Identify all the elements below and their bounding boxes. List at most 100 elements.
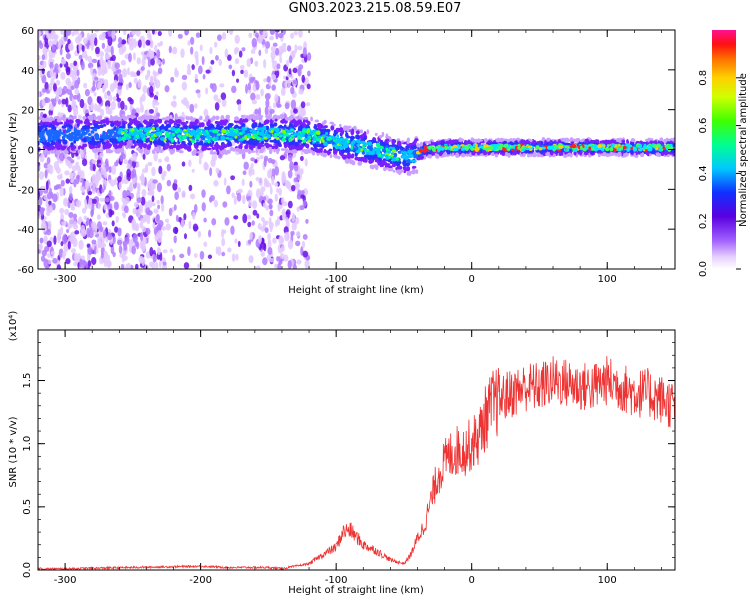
spectrogram-cell bbox=[301, 139, 307, 143]
spectrogram-cell bbox=[67, 240, 71, 250]
spectrogram-cell bbox=[172, 46, 178, 55]
spectrogram-cell bbox=[117, 239, 123, 246]
spectrogram-cell bbox=[44, 96, 49, 104]
spectrogram-cell bbox=[263, 59, 267, 69]
spectrogram-cell bbox=[291, 222, 297, 231]
spectrogram-cell bbox=[385, 133, 389, 139]
spectrogram-cell bbox=[123, 179, 129, 185]
spectrogram-cell bbox=[64, 208, 70, 216]
spectrogram-cell bbox=[112, 251, 116, 258]
spectrogram-cell bbox=[269, 204, 273, 210]
spectrogram-cell bbox=[41, 74, 47, 84]
spectrogram-cell bbox=[270, 159, 276, 165]
spectrogram-cell bbox=[166, 142, 170, 147]
spectrogram-cell bbox=[187, 64, 191, 70]
spectrogram-cell bbox=[201, 202, 206, 212]
spectrogram-cell bbox=[261, 123, 264, 127]
spectrogram-cell bbox=[216, 144, 220, 148]
spectrogram-cell bbox=[369, 164, 373, 169]
spectrogram-cell bbox=[346, 139, 350, 144]
spectrogram-cell bbox=[99, 152, 104, 158]
spectrogram-cell bbox=[605, 140, 609, 144]
spectrogram-cell bbox=[285, 76, 289, 81]
spectrogram-cell bbox=[49, 205, 53, 214]
spectrogram-cell bbox=[114, 62, 120, 70]
spectrogram-cell bbox=[70, 85, 75, 91]
spectrogram-cell bbox=[563, 138, 567, 142]
spectrogram-cell bbox=[106, 90, 111, 96]
spectrogram-cell bbox=[608, 153, 612, 157]
spectrogram-cell bbox=[580, 139, 584, 142]
spectrogram-cell bbox=[272, 42, 278, 47]
spectrogram-cell bbox=[273, 122, 278, 127]
spectrogram-cell bbox=[60, 58, 67, 65]
spectrogram-cell bbox=[194, 103, 198, 109]
spectrogram-cell bbox=[438, 151, 443, 157]
spectrogram-cell bbox=[387, 168, 393, 172]
spectrogram-cell bbox=[221, 251, 226, 257]
spectrogram-cell bbox=[91, 58, 98, 64]
spectrogram-cell bbox=[522, 153, 527, 157]
spectrogram-cell bbox=[286, 45, 292, 52]
spectrogram-cell bbox=[114, 149, 118, 153]
spectrogram-cell bbox=[415, 169, 419, 174]
spectrogram-cell bbox=[267, 239, 272, 249]
spectrogram-cell bbox=[54, 122, 59, 126]
spectrogram-cell bbox=[147, 60, 152, 68]
spectrogram-cell bbox=[75, 199, 82, 208]
spectrogram-cell bbox=[81, 186, 85, 193]
spectrogram-cell bbox=[181, 190, 186, 198]
spectrogram-cell bbox=[141, 257, 146, 266]
spectrogram-cell bbox=[213, 179, 219, 187]
spectrogram-cell bbox=[260, 251, 265, 257]
spectrogram-cell bbox=[323, 125, 328, 129]
spectrogram-cell bbox=[74, 79, 80, 89]
spectrogram-cell bbox=[41, 249, 48, 257]
spectrogram-cell bbox=[278, 50, 283, 57]
spectrogram-cell bbox=[215, 55, 219, 61]
spectrogram-cell bbox=[122, 68, 128, 78]
spectrogram-cell bbox=[73, 115, 77, 120]
spectrogram-cell bbox=[244, 135, 248, 140]
spectrogram-cell bbox=[186, 117, 191, 121]
spectrogram-cell bbox=[307, 135, 310, 140]
spectrogram-cell bbox=[78, 42, 82, 52]
spectrogram-cell bbox=[127, 67, 130, 76]
spectrogram-cell bbox=[278, 260, 283, 265]
spectrogram-cell bbox=[285, 219, 290, 227]
spectrogram-cell bbox=[50, 145, 55, 151]
spectrogram-cell bbox=[228, 30, 234, 36]
spectrogram-cell bbox=[160, 195, 164, 205]
spectrogram-cell bbox=[51, 30, 56, 36]
spectrogram-cell bbox=[302, 200, 307, 207]
spectrogram-cell bbox=[293, 108, 298, 114]
spectrogram-cell bbox=[293, 30, 298, 36]
spectrogram-cell bbox=[340, 130, 345, 135]
spectrogram-cell bbox=[81, 45, 85, 52]
spectrogram-cell bbox=[296, 173, 300, 180]
spectrogram-cell bbox=[199, 131, 203, 136]
spectrogram-cell bbox=[94, 173, 100, 184]
spectrogram-cell bbox=[351, 128, 355, 134]
spectrogram-cell bbox=[264, 41, 271, 49]
spectrogram-cell bbox=[52, 257, 58, 264]
spectrogram-cell bbox=[97, 142, 101, 148]
spectrogram-cell bbox=[96, 214, 101, 220]
spectrogram-cell bbox=[59, 173, 63, 180]
spectrogram-cell bbox=[87, 190, 93, 196]
spectrogram-cell bbox=[129, 182, 133, 187]
spectrogram-cell bbox=[375, 142, 381, 148]
spectrogram-cell bbox=[427, 154, 433, 159]
spectrogram-cell bbox=[123, 133, 129, 137]
spectrogram-cell bbox=[152, 99, 156, 109]
spectrogram-cell bbox=[60, 179, 65, 187]
spectrogram-cell bbox=[139, 104, 144, 113]
spectrogram-cell bbox=[292, 264, 297, 269]
spectrogram-cell bbox=[221, 129, 227, 134]
spectrogram-cell bbox=[227, 247, 232, 253]
spectrogram-cell bbox=[189, 138, 193, 141]
spectrogram-cell bbox=[389, 160, 393, 165]
spectrogram-cell bbox=[396, 163, 401, 166]
spectrogram-cell bbox=[38, 164, 41, 172]
spectrogram-cell bbox=[310, 147, 314, 150]
